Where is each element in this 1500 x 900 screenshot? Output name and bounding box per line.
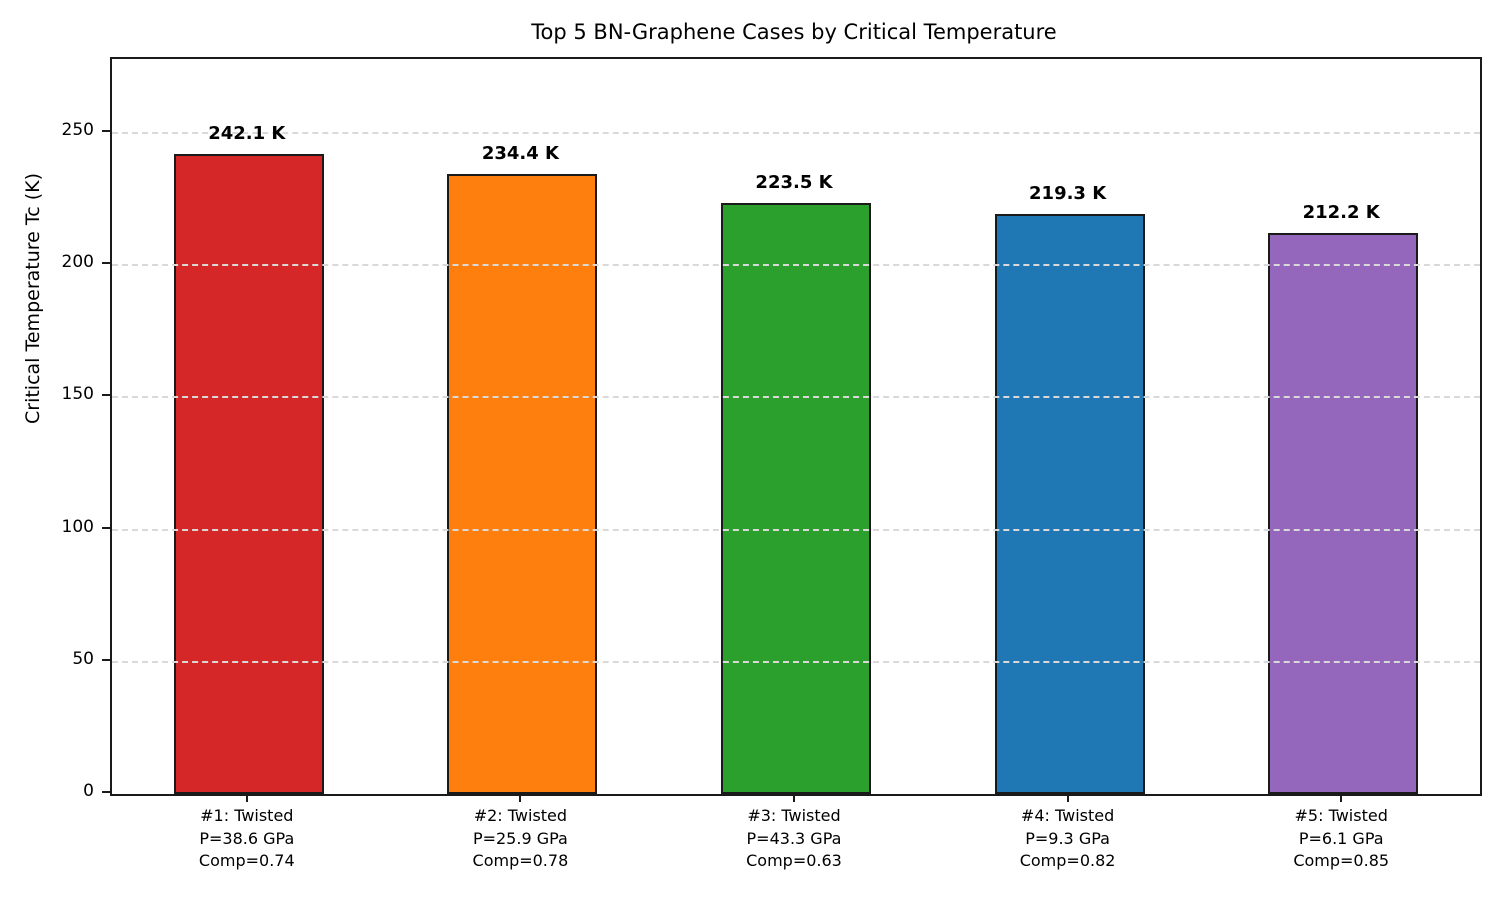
bar-value-label-1: 242.1 K — [208, 122, 286, 144]
xtick-label-1: #1: Twisted P=38.6 GPa Comp=0.74 — [198, 806, 295, 871]
xtick-mark-3 — [793, 794, 795, 802]
gridline-200 — [112, 264, 1480, 267]
bar-rank-3 — [721, 203, 871, 794]
xtick-label-3: #3: Twisted P=43.3 GPa Comp=0.63 — [746, 806, 842, 871]
bar-value-label-5: 212.2 K — [1302, 201, 1380, 223]
ytick-label-100: 100 — [61, 516, 94, 537]
xtick-label-4: #4: Twisted P=9.3 GPa Comp=0.82 — [1019, 806, 1116, 871]
bar-rank-2 — [447, 174, 598, 794]
bar-value-label-3: 223.5 K — [755, 172, 833, 194]
bar-value-label-2: 234.4 K — [481, 143, 559, 165]
ytick-label-50: 50 — [72, 648, 94, 669]
bar-rank-4 — [994, 214, 1145, 794]
ytick-mark-200 — [102, 262, 110, 265]
ytick-mark-150 — [102, 394, 110, 397]
plot-area — [110, 57, 1482, 796]
ytick-mark-50 — [102, 658, 110, 661]
xtick-mark-4 — [1066, 794, 1069, 802]
bar-value-label-4: 219.3 K — [1029, 183, 1107, 205]
ytick-label-250: 250 — [61, 120, 94, 141]
xtick-mark-2 — [519, 794, 522, 802]
bar-rank-1 — [173, 153, 324, 794]
ytick-mark-0 — [102, 791, 110, 793]
ytick-mark-100 — [102, 526, 110, 529]
ytick-label-200: 200 — [61, 252, 94, 273]
gridline-50 — [112, 660, 1480, 663]
gridline-100 — [112, 528, 1480, 531]
xtick-label-5: #5: Twisted P=6.1 GPa Comp=0.85 — [1293, 806, 1390, 871]
xtick-mark-5 — [1340, 794, 1343, 802]
bar-rank-5 — [1268, 232, 1419, 794]
xtick-mark-1 — [245, 794, 248, 802]
xtick-label-2: #2: Twisted P=25.9 GPa Comp=0.78 — [472, 806, 569, 871]
gridline-150 — [112, 396, 1480, 399]
gridline-250 — [112, 132, 1480, 135]
ytick-label-0: 0 — [83, 781, 94, 801]
ytick-mark-250 — [102, 130, 110, 133]
chart-title: Top 5 BN-Graphene Cases by Critical Temp… — [531, 20, 1057, 44]
ytick-label-150: 150 — [61, 384, 94, 405]
